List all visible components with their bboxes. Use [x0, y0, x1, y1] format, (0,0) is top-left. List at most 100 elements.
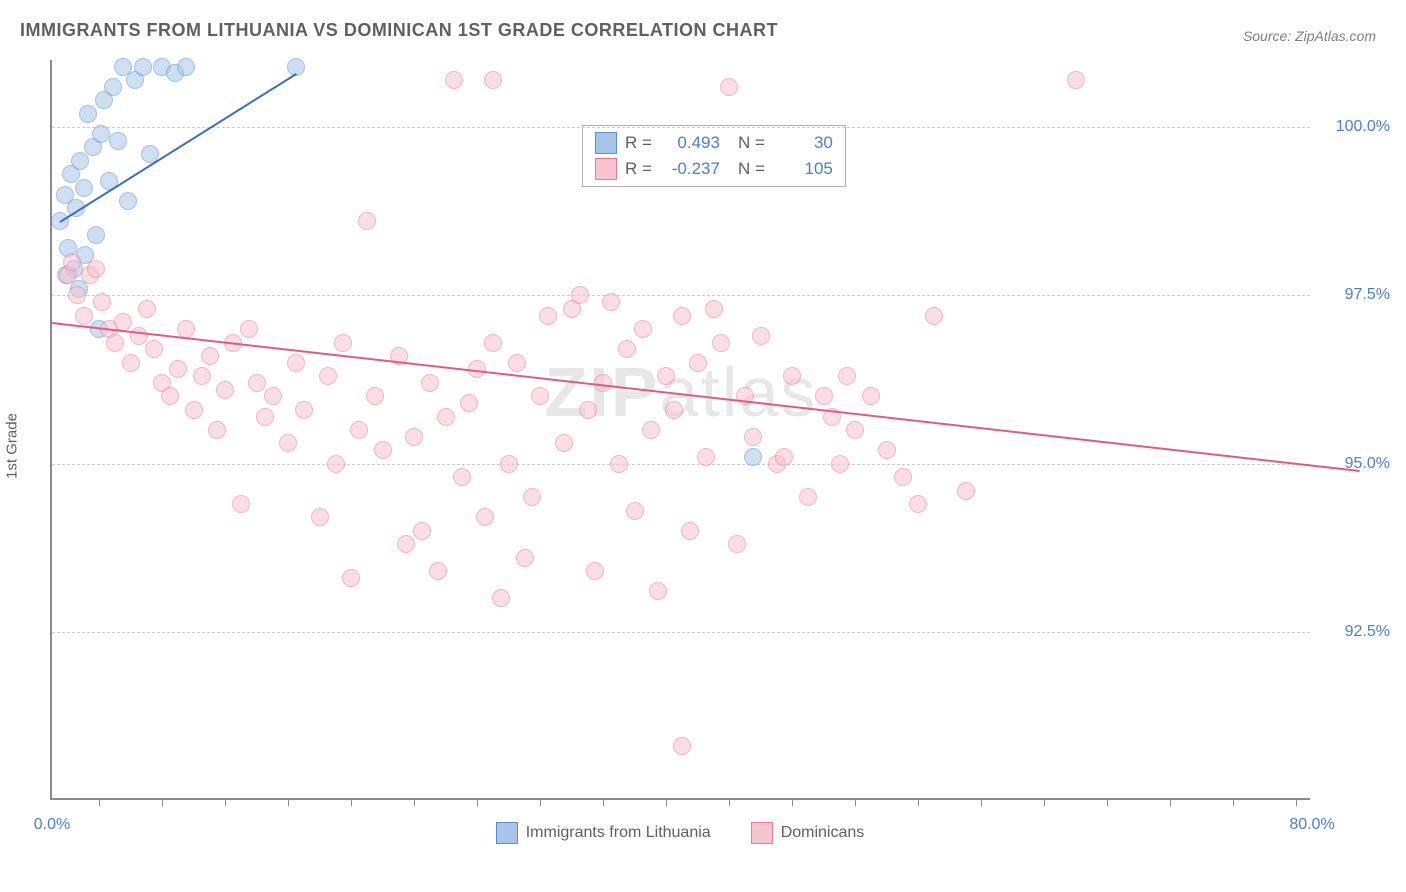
data-point	[208, 421, 226, 439]
data-point	[642, 421, 660, 439]
data-point	[484, 334, 502, 352]
data-point	[460, 394, 478, 412]
legend-row: R =0.493N =30	[595, 130, 833, 156]
data-point	[815, 387, 833, 405]
data-point	[366, 387, 384, 405]
data-point	[508, 354, 526, 372]
x-tick	[666, 798, 667, 806]
series-legend: Immigrants from Lithuania Dominicans	[50, 822, 1310, 844]
data-point	[106, 334, 124, 352]
x-tick	[477, 798, 478, 806]
x-tick	[1107, 798, 1108, 806]
data-point	[775, 448, 793, 466]
data-point	[104, 78, 122, 96]
x-tick	[981, 798, 982, 806]
data-point	[79, 105, 97, 123]
y-tick-label: 97.5%	[1320, 286, 1390, 304]
data-point	[894, 468, 912, 486]
x-tick	[1233, 798, 1234, 806]
legend-swatch	[595, 158, 617, 180]
data-point	[421, 374, 439, 392]
data-point	[752, 327, 770, 345]
data-point	[957, 482, 975, 500]
data-point	[358, 212, 376, 230]
data-point	[555, 434, 573, 452]
data-point	[264, 387, 282, 405]
data-point	[610, 455, 628, 473]
data-point	[109, 132, 127, 150]
data-point	[287, 354, 305, 372]
data-point	[673, 307, 691, 325]
x-tick	[351, 798, 352, 806]
gridline	[52, 295, 1310, 296]
data-point	[720, 78, 738, 96]
data-point	[657, 367, 675, 385]
data-point	[185, 401, 203, 419]
data-point	[334, 334, 352, 352]
data-point	[240, 320, 258, 338]
data-point	[161, 387, 179, 405]
data-point	[193, 367, 211, 385]
x-tick	[225, 798, 226, 806]
source-label: Source: ZipAtlas.com	[1243, 28, 1376, 44]
x-tick	[99, 798, 100, 806]
data-point	[445, 71, 463, 89]
y-tick-label: 92.5%	[1320, 623, 1390, 641]
data-point	[201, 347, 219, 365]
x-tick	[540, 798, 541, 806]
data-point	[728, 535, 746, 553]
gridline	[52, 632, 1310, 633]
x-tick	[162, 798, 163, 806]
legend-label: Dominicans	[781, 824, 865, 842]
legend-item: Immigrants from Lithuania	[496, 822, 711, 844]
x-tick	[414, 798, 415, 806]
data-point	[453, 468, 471, 486]
data-point	[681, 522, 699, 540]
data-point	[925, 307, 943, 325]
x-tick	[729, 798, 730, 806]
data-point	[248, 374, 266, 392]
data-point	[397, 535, 415, 553]
x-tick	[855, 798, 856, 806]
data-point	[626, 502, 644, 520]
data-point	[350, 421, 368, 439]
data-point	[831, 455, 849, 473]
data-point	[744, 448, 762, 466]
data-point	[571, 286, 589, 304]
data-point	[783, 367, 801, 385]
data-point	[169, 360, 187, 378]
data-point	[429, 562, 447, 580]
data-point	[602, 293, 620, 311]
x-tick	[792, 798, 793, 806]
data-point	[342, 569, 360, 587]
data-point	[665, 401, 683, 419]
gridline	[52, 464, 1310, 465]
legend-r-label: R =	[625, 133, 652, 153]
data-point	[130, 327, 148, 345]
data-point	[68, 286, 86, 304]
data-point	[311, 508, 329, 526]
data-point	[586, 562, 604, 580]
x-tick	[918, 798, 919, 806]
legend-row: R =-0.237N =105	[595, 156, 833, 182]
watermark: ZIPatlas	[545, 352, 818, 432]
data-point	[75, 307, 93, 325]
x-tick	[603, 798, 604, 806]
data-point	[484, 71, 502, 89]
legend-r-label: R =	[625, 159, 652, 179]
data-point	[838, 367, 856, 385]
data-point	[649, 582, 667, 600]
data-point	[539, 307, 557, 325]
legend-n-value: 30	[773, 133, 833, 153]
legend-r-value: -0.237	[660, 159, 720, 179]
legend-n-label: N =	[738, 133, 765, 153]
data-point	[122, 354, 140, 372]
data-point	[744, 428, 762, 446]
legend-swatch	[496, 822, 518, 844]
data-point	[145, 340, 163, 358]
x-tick	[288, 798, 289, 806]
data-point	[476, 508, 494, 526]
data-point	[634, 320, 652, 338]
data-point	[374, 441, 392, 459]
data-point	[405, 428, 423, 446]
